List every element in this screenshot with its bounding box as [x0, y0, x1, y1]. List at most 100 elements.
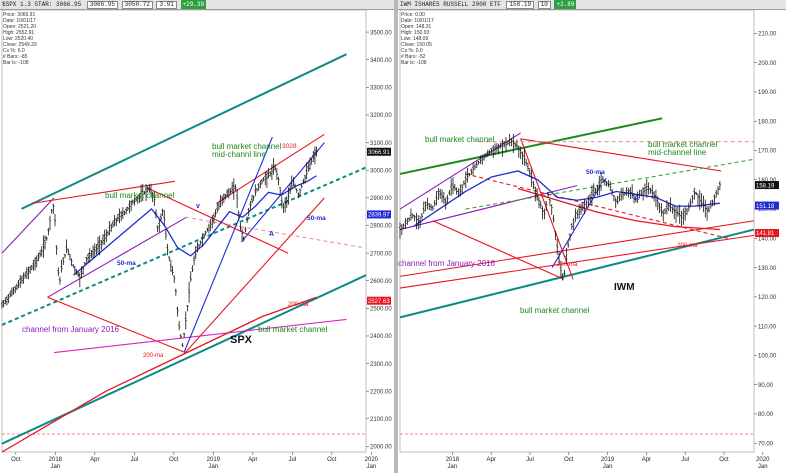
y-tick-label: 120.00 [758, 295, 777, 301]
annotation-marker-v: v [196, 203, 200, 210]
ma200-line [1, 296, 317, 453]
y-tick-label: 100.00 [758, 354, 777, 360]
annotation-marker-v: V [602, 178, 607, 185]
annotation-ma50: 50-ma [586, 169, 605, 176]
x-tick-label: Oct [11, 457, 21, 463]
annotation-index-name: IWM [614, 282, 635, 293]
trendline-red-down [520, 138, 574, 280]
info-line: Bar lx: -108 [3, 60, 29, 66]
x-tick-label: 2018 [446, 457, 460, 463]
x-tick-label: Jul [288, 457, 296, 463]
y-tick-label: 150.00 [758, 207, 777, 213]
y-tick-label: 3100.00 [370, 141, 392, 147]
trendline-salmon-dashed [185, 216, 364, 249]
annotation-bull-market-channel-bottom: bull market channel [258, 325, 328, 334]
y-tick-label: 130.00 [758, 266, 777, 272]
y-tick-label: 80.00 [758, 412, 774, 418]
plot-frame [399, 9, 755, 453]
trendline-blue-steep-2 [240, 142, 325, 243]
y-tick-label: 170.00 [758, 149, 777, 155]
y-tick-label: 2200.00 [370, 389, 392, 395]
price-flag-label: 141.81 [756, 231, 775, 237]
spx-symbol[interactable]: $SPX 1.3 STAR: 3066.95 [2, 1, 82, 8]
trendline-red-channel-lower [399, 234, 755, 289]
y-tick-label: 180.00 [758, 119, 777, 125]
x-tick-sublabel: Jan [448, 464, 458, 470]
iwm-symbol[interactable]: IWM ISHARES RUSSELL 2000 ETF [400, 1, 501, 8]
x-tick-sublabel: Jan [50, 464, 60, 470]
y-tick-label: 90.00 [758, 383, 774, 389]
trendline-bull-channel-bottom [399, 228, 755, 319]
info-line: Open: 148.31 [401, 24, 432, 30]
spx-field-2[interactable]: 3050.72 [121, 1, 153, 9]
y-tick-label: 3400.00 [370, 58, 392, 64]
annotation-bull-market-channel-top: bull market channel [425, 135, 495, 144]
iwm-field-1[interactable]: 158.19 [506, 1, 535, 9]
info-line: Cs %: 0.0 [401, 48, 423, 54]
info-line: Close: 2549.33 [3, 42, 37, 48]
price-flag [367, 147, 391, 156]
trendline-red-down-1 [147, 187, 289, 254]
y-tick-label: 3000.00 [370, 168, 392, 174]
annotation-ma50-right: 50-ma [307, 215, 326, 222]
annotation-index-name: SPX [230, 334, 253, 346]
price-bars [398, 133, 722, 281]
x-tick-label: Jul [130, 457, 138, 463]
iwm-info-box: Price: 0.00 Date: 10/01/17 Open: 148.31 Hig… [401, 12, 434, 66]
trendline-bull-channel-mid [1, 166, 367, 326]
panel-divider[interactable] [394, 0, 398, 473]
y-tick-label: 210.00 [758, 32, 777, 38]
ma200-line [517, 187, 720, 231]
annotation-ma200-right: 200-ma [288, 302, 309, 308]
annotation-ma50-left: 50-ma [117, 260, 136, 267]
info-line: # Bars: -52 [401, 54, 426, 60]
spx-field-1[interactable]: 3066.95 [86, 1, 119, 9]
trendline-jan2016-channel-upper [47, 216, 187, 298]
x-tick-sublabel: Jan [603, 464, 613, 470]
y-tick-label: 3300.00 [370, 86, 392, 92]
y-tick-label: 160.00 [758, 178, 777, 184]
trendline-bull-channel-top [399, 117, 663, 175]
price-flag-label: 158.19 [756, 183, 775, 189]
trendline-red-low [432, 220, 565, 280]
spx-chart-svg: 2000.00 2100.00 2200.00 2300.00 2400.00 2500.… [0, 9, 392, 470]
y-tick-label: 2600.00 [370, 279, 392, 285]
info-line: Close: 150.05 [401, 42, 432, 48]
ma50-line [73, 175, 317, 276]
info-line: Low: 2520.40 [3, 36, 34, 42]
y-tick-label: 2800.00 [370, 224, 392, 230]
trendline-purple-lower [399, 185, 578, 231]
annotation-marker-a: A [634, 195, 639, 202]
x-tick-label: Oct [169, 457, 179, 463]
info-line: Low: 148.09 [401, 36, 429, 42]
annotation-bull-market-channel-bottom: bull market channel [520, 306, 590, 315]
info-line: Date: 10/01/17 [401, 18, 434, 24]
trendline-bull-channel-top [21, 53, 347, 210]
price-flag-label: 151.18 [756, 204, 775, 210]
y-tick-label: 110.00 [758, 324, 777, 330]
iwm-topbar: IWM ISHARES RUSSELL 2000 ETF 158.19 10 +… [398, 0, 786, 10]
info-line: High: 150.93 [401, 30, 430, 36]
x-tick-label: Apr [248, 457, 257, 463]
trendline-bull-channel-bottom [1, 274, 367, 445]
annotation-ma200-left: 200-ma [143, 353, 164, 359]
annotation-ma200-left: 200-ma [557, 262, 578, 268]
spx-field-3[interactable]: 3.91 [156, 1, 177, 9]
annotation-top-value: 3028 [282, 143, 297, 150]
annotation-ma200-right: 200-ma [677, 243, 698, 249]
price-flag [755, 181, 779, 190]
y-tick-label: 2900.00 [370, 196, 392, 202]
iwm-field-2[interactable]: 10 [537, 1, 551, 9]
info-line: Open: 2521.20 [3, 24, 37, 30]
x-tick-label: Jul [526, 457, 534, 463]
x-tick-sublabel: Jan [208, 464, 218, 470]
x-tick-label: Jul [681, 457, 689, 463]
trendline-red-down-2 [47, 296, 186, 354]
y-tick-label: 190.00 [758, 90, 777, 96]
x-tick-label: 2020 [365, 457, 379, 463]
trendline-top-red-2 [216, 133, 325, 204]
price-flag-label: 3066.91 [368, 150, 390, 156]
price-bars [0, 146, 318, 348]
y-tick-label: 3200.00 [370, 113, 392, 119]
x-tick-label: 2019 [207, 457, 221, 463]
